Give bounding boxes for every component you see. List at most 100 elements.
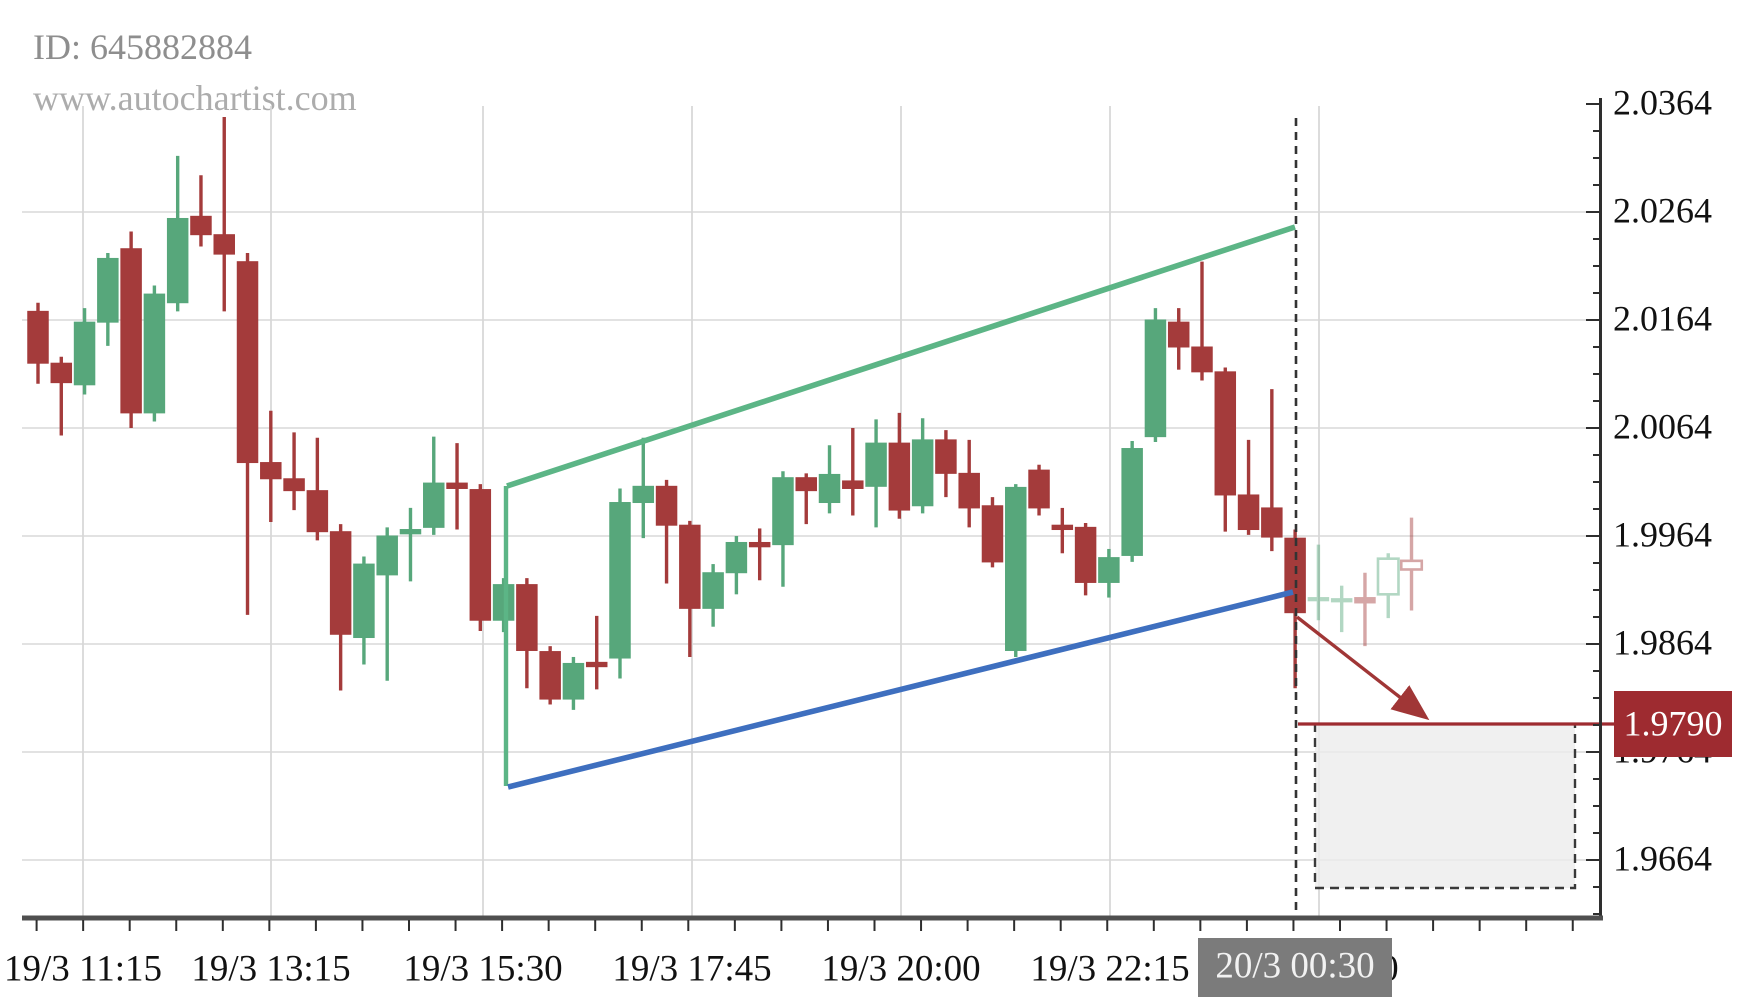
candle	[50, 356, 73, 436]
forecast-target-box	[1313, 722, 1577, 890]
candle	[842, 428, 864, 516]
chart-id-label: ID: 645882884	[33, 27, 252, 67]
target-price-label: 1.9790	[1624, 703, 1723, 743]
candle-body	[1098, 557, 1120, 583]
candle-body	[865, 442, 887, 487]
candle-body	[423, 482, 445, 528]
candle	[748, 528, 771, 581]
candle-body	[1121, 448, 1143, 556]
x-axis-label: 19/3 11:15	[4, 948, 162, 989]
candle	[446, 443, 468, 530]
x-axis-label: 19/3 22:15	[1030, 948, 1189, 989]
candle-body	[166, 217, 189, 304]
candle-body	[143, 293, 166, 414]
forecast-candle	[1376, 553, 1400, 619]
candle-body	[1191, 346, 1213, 373]
candle-body	[748, 541, 771, 548]
candle	[725, 536, 748, 595]
candle	[958, 439, 980, 528]
candle	[190, 175, 212, 247]
candle-body	[376, 535, 398, 576]
candle-body	[679, 524, 701, 609]
candle-body	[935, 439, 957, 474]
forecast-candle	[1399, 517, 1424, 611]
candle-body	[585, 661, 608, 668]
candle	[1098, 548, 1120, 598]
y-axis-label: 2.0264	[1613, 190, 1712, 230]
candle	[1074, 523, 1097, 596]
forecast-candle	[1330, 585, 1353, 633]
candle	[166, 155, 189, 312]
candle	[236, 253, 259, 615]
candle	[120, 231, 142, 428]
candle	[1121, 440, 1143, 562]
candle	[492, 578, 515, 633]
candle-body	[236, 261, 259, 464]
candle-body	[981, 505, 1004, 563]
forecast-candle	[1354, 572, 1376, 647]
candle-body	[120, 248, 142, 414]
candle	[1167, 308, 1190, 370]
forecast-arrow	[1295, 615, 1430, 721]
candle	[655, 479, 678, 584]
candle	[539, 646, 561, 705]
candle	[1005, 484, 1027, 657]
candle-body	[818, 473, 841, 504]
candle-body	[27, 310, 49, 364]
candle	[260, 410, 282, 522]
candle	[585, 615, 608, 690]
candle-body	[632, 485, 655, 504]
candle-body	[842, 480, 864, 489]
candle-body	[1261, 507, 1283, 538]
y-axis-ticks	[1586, 103, 1600, 915]
forecast-candle	[1307, 544, 1330, 621]
candle	[376, 527, 398, 681]
candle-body	[958, 472, 980, 509]
candle	[213, 116, 235, 312]
y-axis-label: 1.9864	[1613, 622, 1712, 662]
candle	[469, 484, 492, 632]
candle-body	[911, 439, 934, 507]
candle-body	[329, 531, 352, 635]
candle-body	[283, 478, 305, 492]
candle	[353, 556, 375, 665]
candle-body	[1376, 557, 1400, 596]
candle	[27, 302, 49, 384]
candle-body	[446, 482, 468, 489]
candle	[1191, 261, 1213, 381]
candle-body	[1051, 524, 1074, 531]
candle	[795, 473, 817, 525]
website-label: www.autochartist.com	[33, 78, 357, 118]
candle-body	[469, 489, 492, 621]
candle-body	[97, 257, 119, 323]
candle	[73, 308, 96, 395]
candle-body	[655, 485, 678, 526]
candle	[562, 656, 585, 710]
candle	[609, 488, 631, 679]
x-axis-label: 19/3 17:45	[612, 948, 771, 989]
candle	[888, 412, 911, 519]
candle	[306, 437, 329, 541]
candle	[679, 520, 701, 657]
y-axis-label: 2.0064	[1613, 406, 1712, 446]
upper-trendline	[506, 224, 1296, 489]
candle-body	[190, 215, 212, 236]
target-price-box	[1614, 691, 1732, 757]
candle-body	[888, 442, 911, 511]
candle-body	[1330, 598, 1353, 603]
x-axis-label: 19/3 20:00	[821, 948, 980, 989]
candle-body	[702, 572, 724, 609]
candle-body	[1074, 526, 1097, 583]
candle	[702, 564, 724, 627]
candle	[423, 436, 445, 535]
candle-body	[1307, 597, 1330, 602]
y-axis-label: 1.9964	[1613, 514, 1712, 554]
candle	[981, 497, 1004, 568]
candle-body	[73, 321, 96, 386]
candle-body	[1028, 469, 1050, 509]
highlighted-date-box	[1198, 938, 1392, 997]
candle-body	[725, 541, 748, 574]
candle-body	[1354, 597, 1376, 604]
candle	[1261, 389, 1283, 552]
